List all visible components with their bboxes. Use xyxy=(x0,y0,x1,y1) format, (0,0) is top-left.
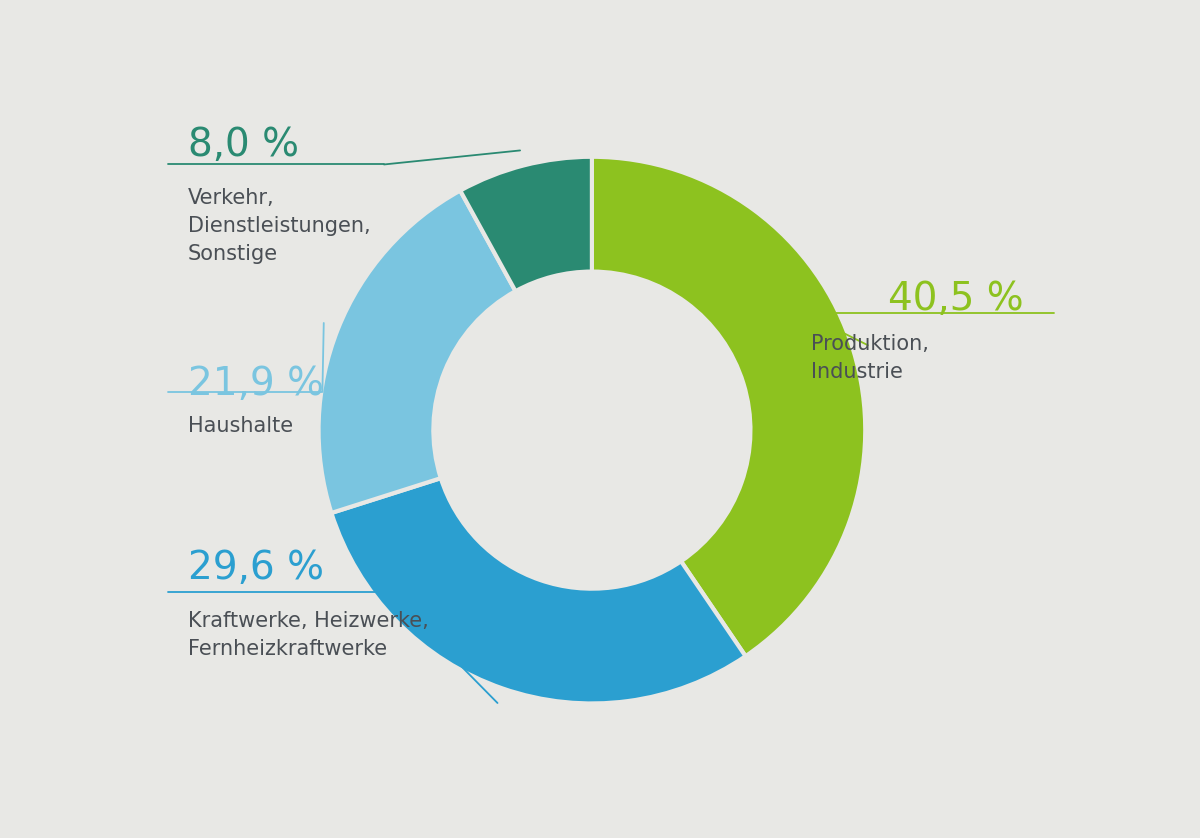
Wedge shape xyxy=(461,157,592,291)
Text: Produktion,
Industrie: Produktion, Industrie xyxy=(811,334,929,382)
Text: 29,6 %: 29,6 % xyxy=(187,550,324,587)
Wedge shape xyxy=(331,478,745,703)
Wedge shape xyxy=(318,190,516,513)
Text: 40,5 %: 40,5 % xyxy=(888,280,1024,318)
Text: Kraftwerke, Heizwerke,
Fernheizkraftwerke: Kraftwerke, Heizwerke, Fernheizkraftwerk… xyxy=(187,611,428,659)
Text: 21,9 %: 21,9 % xyxy=(187,365,324,403)
Text: Haushalte: Haushalte xyxy=(187,416,293,437)
Text: 8,0 %: 8,0 % xyxy=(187,126,299,164)
Text: Verkehr,
Dienstleistungen,
Sonstige: Verkehr, Dienstleistungen, Sonstige xyxy=(187,188,371,264)
Wedge shape xyxy=(592,157,865,656)
